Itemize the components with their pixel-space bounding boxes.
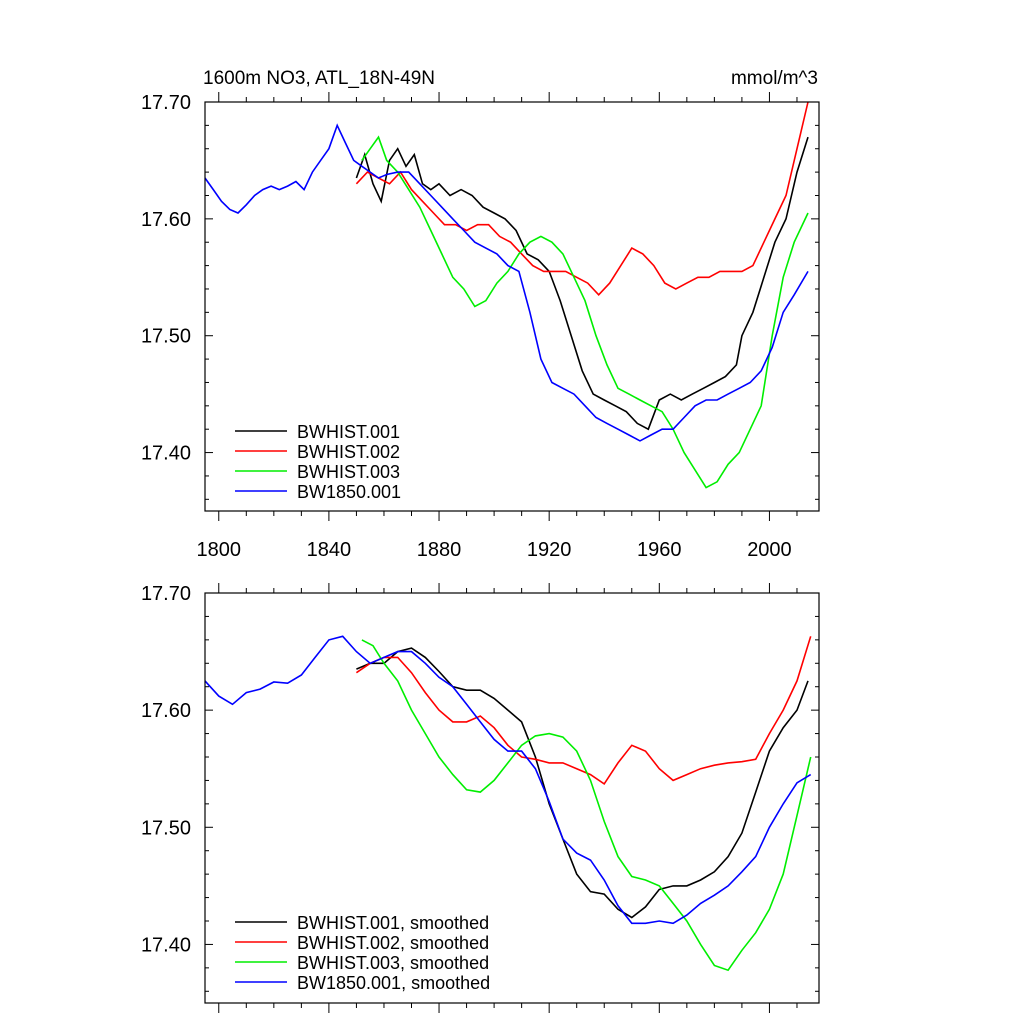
y-tick-label: 17.50	[141, 326, 191, 348]
x-tick-label: 1960	[637, 539, 682, 561]
legend-label: BWHIST.003, smoothed	[297, 953, 489, 973]
series-lines	[204, 635, 812, 972]
series-lines	[204, 101, 809, 489]
legend-label: BWHIST.002, smoothed	[297, 933, 489, 953]
bottom-panel: 17.40 17.50 17.60 17.70 BWHIST.001, smoothe…	[141, 583, 820, 1013]
y-tick-label: 17.70	[141, 583, 191, 605]
series-line-4	[204, 635, 812, 925]
series-line-3	[361, 639, 812, 972]
y-tick-label: 17.60	[141, 700, 191, 722]
legend-label: BWHIST.001	[297, 422, 400, 442]
y-tick-label: 17.60	[141, 209, 191, 231]
series-line-2	[355, 636, 812, 786]
chart-title: 1600m NO3, ATL_18N-49N	[203, 68, 435, 89]
series-line-2	[355, 101, 809, 296]
series-line-1	[355, 136, 809, 431]
x-tick-label: 1880	[417, 539, 462, 561]
x-tick-label: 2000	[747, 539, 792, 561]
axis-ticks: 17.40 17.50 17.60 17.70	[141, 583, 819, 1013]
legend-label: BW1850.001, smoothed	[297, 973, 490, 993]
y-tick-label: 17.70	[141, 92, 191, 114]
series-line-3	[361, 135, 809, 489]
plot-frame	[204, 101, 820, 512]
units-label: mmol/m^3	[731, 68, 818, 89]
legend-label: BWHIST.003	[297, 462, 400, 482]
y-tick-label: 17.40	[141, 934, 191, 956]
legend-label: BWHIST.002	[297, 442, 400, 462]
series-line-1	[356, 647, 809, 919]
series-line-4	[204, 123, 809, 442]
y-tick-label: 17.50	[141, 817, 191, 839]
plot-frame	[204, 592, 820, 1004]
top-panel: 1600m NO3, ATL_18N-49N mmol/m^3 17.4017.…	[141, 68, 820, 561]
axis-ticks: 17.40 17.50 17.60 17.70 1800 1840 1880 1920 1960…	[141, 92, 819, 561]
legend-label: BWHIST.001, smoothed	[297, 913, 489, 933]
y-tick-label: 17.40	[141, 443, 191, 465]
x-tick-label: 1840	[307, 539, 352, 561]
x-tick-label: 1920	[527, 539, 572, 561]
x-tick-label: 1800	[197, 539, 242, 561]
legend-label: BW1850.001	[297, 482, 401, 502]
